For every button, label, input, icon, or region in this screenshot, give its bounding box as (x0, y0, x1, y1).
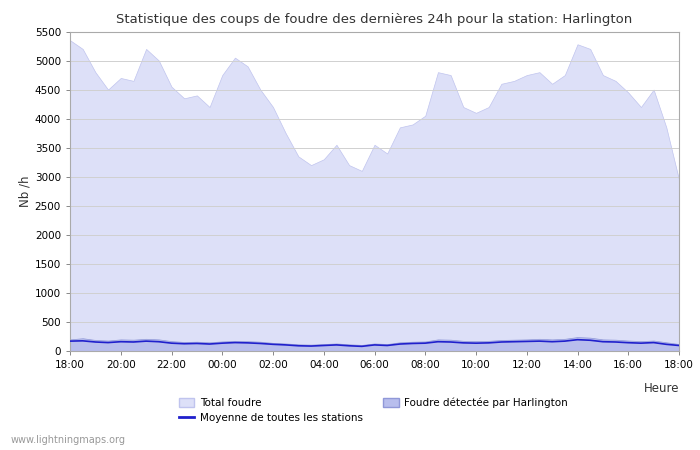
Y-axis label: Nb /h: Nb /h (19, 176, 32, 207)
Title: Statistique des coups de foudre des dernières 24h pour la station: Harlington: Statistique des coups de foudre des dern… (116, 13, 633, 26)
Legend: Total foudre, Moyenne de toutes les stations, Foudre détectée par Harlington: Total foudre, Moyenne de toutes les stat… (178, 398, 568, 423)
Text: www.lightningmaps.org: www.lightningmaps.org (10, 435, 125, 445)
Text: Heure: Heure (643, 382, 679, 395)
